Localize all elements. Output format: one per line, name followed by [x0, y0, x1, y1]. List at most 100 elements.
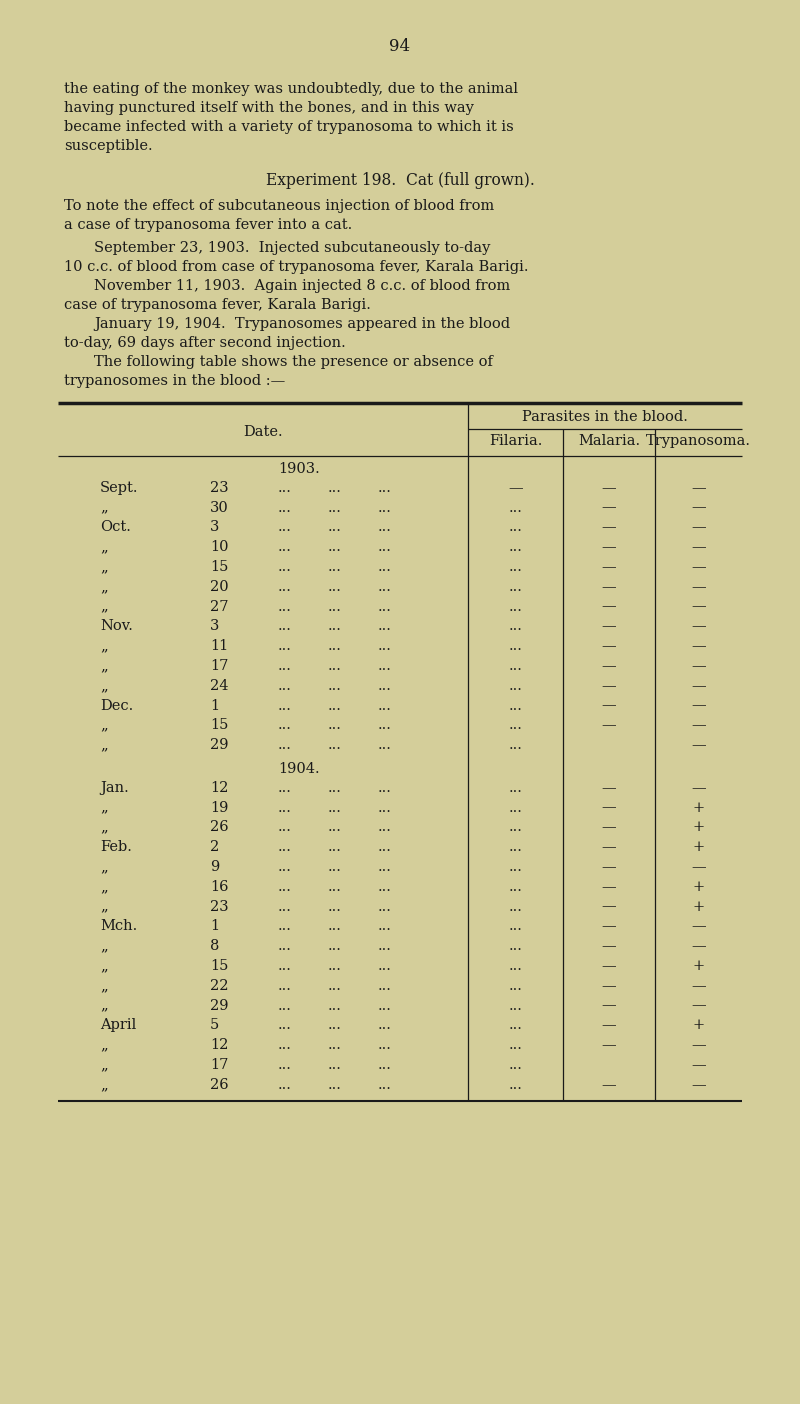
- Text: January 19, 1904.  Trypanosomes appeared in the blood: January 19, 1904. Trypanosomes appeared …: [94, 317, 510, 331]
- Text: „: „: [100, 541, 108, 555]
- Text: „: „: [100, 639, 108, 653]
- Text: „: „: [100, 719, 108, 733]
- Text: ...: ...: [378, 1018, 392, 1032]
- Text: ...: ...: [509, 619, 522, 633]
- Text: „: „: [100, 580, 108, 594]
- Text: „: „: [100, 600, 108, 614]
- Text: —: —: [691, 521, 706, 535]
- Text: ...: ...: [278, 1018, 292, 1032]
- Text: ...: ...: [278, 1038, 292, 1052]
- Text: „: „: [100, 501, 108, 515]
- Text: ...: ...: [509, 998, 522, 1012]
- Text: —: —: [691, 861, 706, 875]
- Text: —: —: [602, 521, 616, 535]
- Text: ...: ...: [328, 541, 342, 555]
- Text: ...: ...: [509, 678, 522, 692]
- Text: +: +: [693, 800, 705, 814]
- Text: —: —: [691, 781, 706, 795]
- Text: —: —: [691, 501, 706, 515]
- Text: —: —: [602, 580, 616, 594]
- Text: 16: 16: [210, 880, 229, 894]
- Text: „: „: [100, 998, 108, 1012]
- Text: April: April: [100, 1018, 136, 1032]
- Text: Filaria.: Filaria.: [489, 434, 542, 448]
- Text: Feb.: Feb.: [100, 840, 132, 854]
- Text: —: —: [508, 480, 523, 494]
- Text: Malaria.: Malaria.: [578, 434, 640, 448]
- Text: ...: ...: [278, 880, 292, 894]
- Text: 5: 5: [210, 1018, 219, 1032]
- Text: ...: ...: [328, 699, 342, 713]
- Text: ...: ...: [509, 820, 522, 834]
- Text: —: —: [691, 541, 706, 555]
- Text: ...: ...: [328, 1018, 342, 1032]
- Text: ...: ...: [509, 1078, 522, 1092]
- Text: ...: ...: [328, 1059, 342, 1073]
- Text: —: —: [691, 739, 706, 753]
- Text: ...: ...: [328, 939, 342, 953]
- Text: ...: ...: [328, 501, 342, 515]
- Text: —: —: [602, 541, 616, 555]
- Text: 3: 3: [210, 521, 219, 535]
- Text: 23: 23: [210, 480, 229, 494]
- Text: 19: 19: [210, 800, 228, 814]
- Text: ...: ...: [509, 580, 522, 594]
- Text: —: —: [602, 880, 616, 894]
- Text: November 11, 1903.  Again injected 8 c.c. of blood from: November 11, 1903. Again injected 8 c.c.…: [94, 279, 510, 293]
- Text: —: —: [602, 979, 616, 993]
- Text: ...: ...: [378, 619, 392, 633]
- Text: ...: ...: [328, 840, 342, 854]
- Text: ...: ...: [278, 820, 292, 834]
- Text: „: „: [100, 678, 108, 692]
- Text: 9: 9: [210, 861, 219, 875]
- Text: ...: ...: [378, 820, 392, 834]
- Text: ...: ...: [378, 600, 392, 614]
- Text: ...: ...: [378, 1038, 392, 1052]
- Text: ...: ...: [328, 521, 342, 535]
- Text: ...: ...: [378, 998, 392, 1012]
- Text: 12: 12: [210, 781, 228, 795]
- Text: ...: ...: [378, 1078, 392, 1092]
- Text: „: „: [100, 820, 108, 834]
- Text: „: „: [100, 939, 108, 953]
- Text: ...: ...: [378, 880, 392, 894]
- Text: ...: ...: [278, 719, 292, 733]
- Text: 94: 94: [390, 38, 410, 55]
- Text: —: —: [691, 580, 706, 594]
- Text: ...: ...: [509, 800, 522, 814]
- Text: „: „: [100, 900, 108, 914]
- Text: 20: 20: [210, 580, 229, 594]
- Text: —: —: [691, 678, 706, 692]
- Text: —: —: [602, 1038, 616, 1052]
- Text: —: —: [602, 658, 616, 673]
- Text: The following table shows the presence or absence of: The following table shows the presence o…: [94, 355, 493, 369]
- Text: —: —: [691, 560, 706, 574]
- Text: 23: 23: [210, 900, 229, 914]
- Text: +: +: [693, 880, 705, 894]
- Text: 17: 17: [210, 1059, 228, 1073]
- Text: 10 c.c. of blood from case of trypanosoma fever, Karala Barigi.: 10 c.c. of blood from case of trypanosom…: [64, 260, 529, 274]
- Text: ...: ...: [328, 861, 342, 875]
- Text: „: „: [100, 800, 108, 814]
- Text: —: —: [691, 600, 706, 614]
- Text: ...: ...: [278, 699, 292, 713]
- Text: 27: 27: [210, 600, 229, 614]
- Text: ...: ...: [278, 580, 292, 594]
- Text: 2: 2: [210, 840, 219, 854]
- Text: 1904.: 1904.: [278, 762, 320, 776]
- Text: ...: ...: [328, 1038, 342, 1052]
- Text: ...: ...: [328, 880, 342, 894]
- Text: ...: ...: [328, 658, 342, 673]
- Text: „: „: [100, 880, 108, 894]
- Text: ...: ...: [278, 678, 292, 692]
- Text: —: —: [602, 1078, 616, 1092]
- Text: ...: ...: [378, 900, 392, 914]
- Text: ...: ...: [378, 639, 392, 653]
- Text: ...: ...: [378, 1059, 392, 1073]
- Text: —: —: [602, 719, 616, 733]
- Text: +: +: [693, 900, 705, 914]
- Text: Jan.: Jan.: [100, 781, 129, 795]
- Text: ...: ...: [278, 959, 292, 973]
- Text: ...: ...: [378, 501, 392, 515]
- Text: 11: 11: [210, 639, 228, 653]
